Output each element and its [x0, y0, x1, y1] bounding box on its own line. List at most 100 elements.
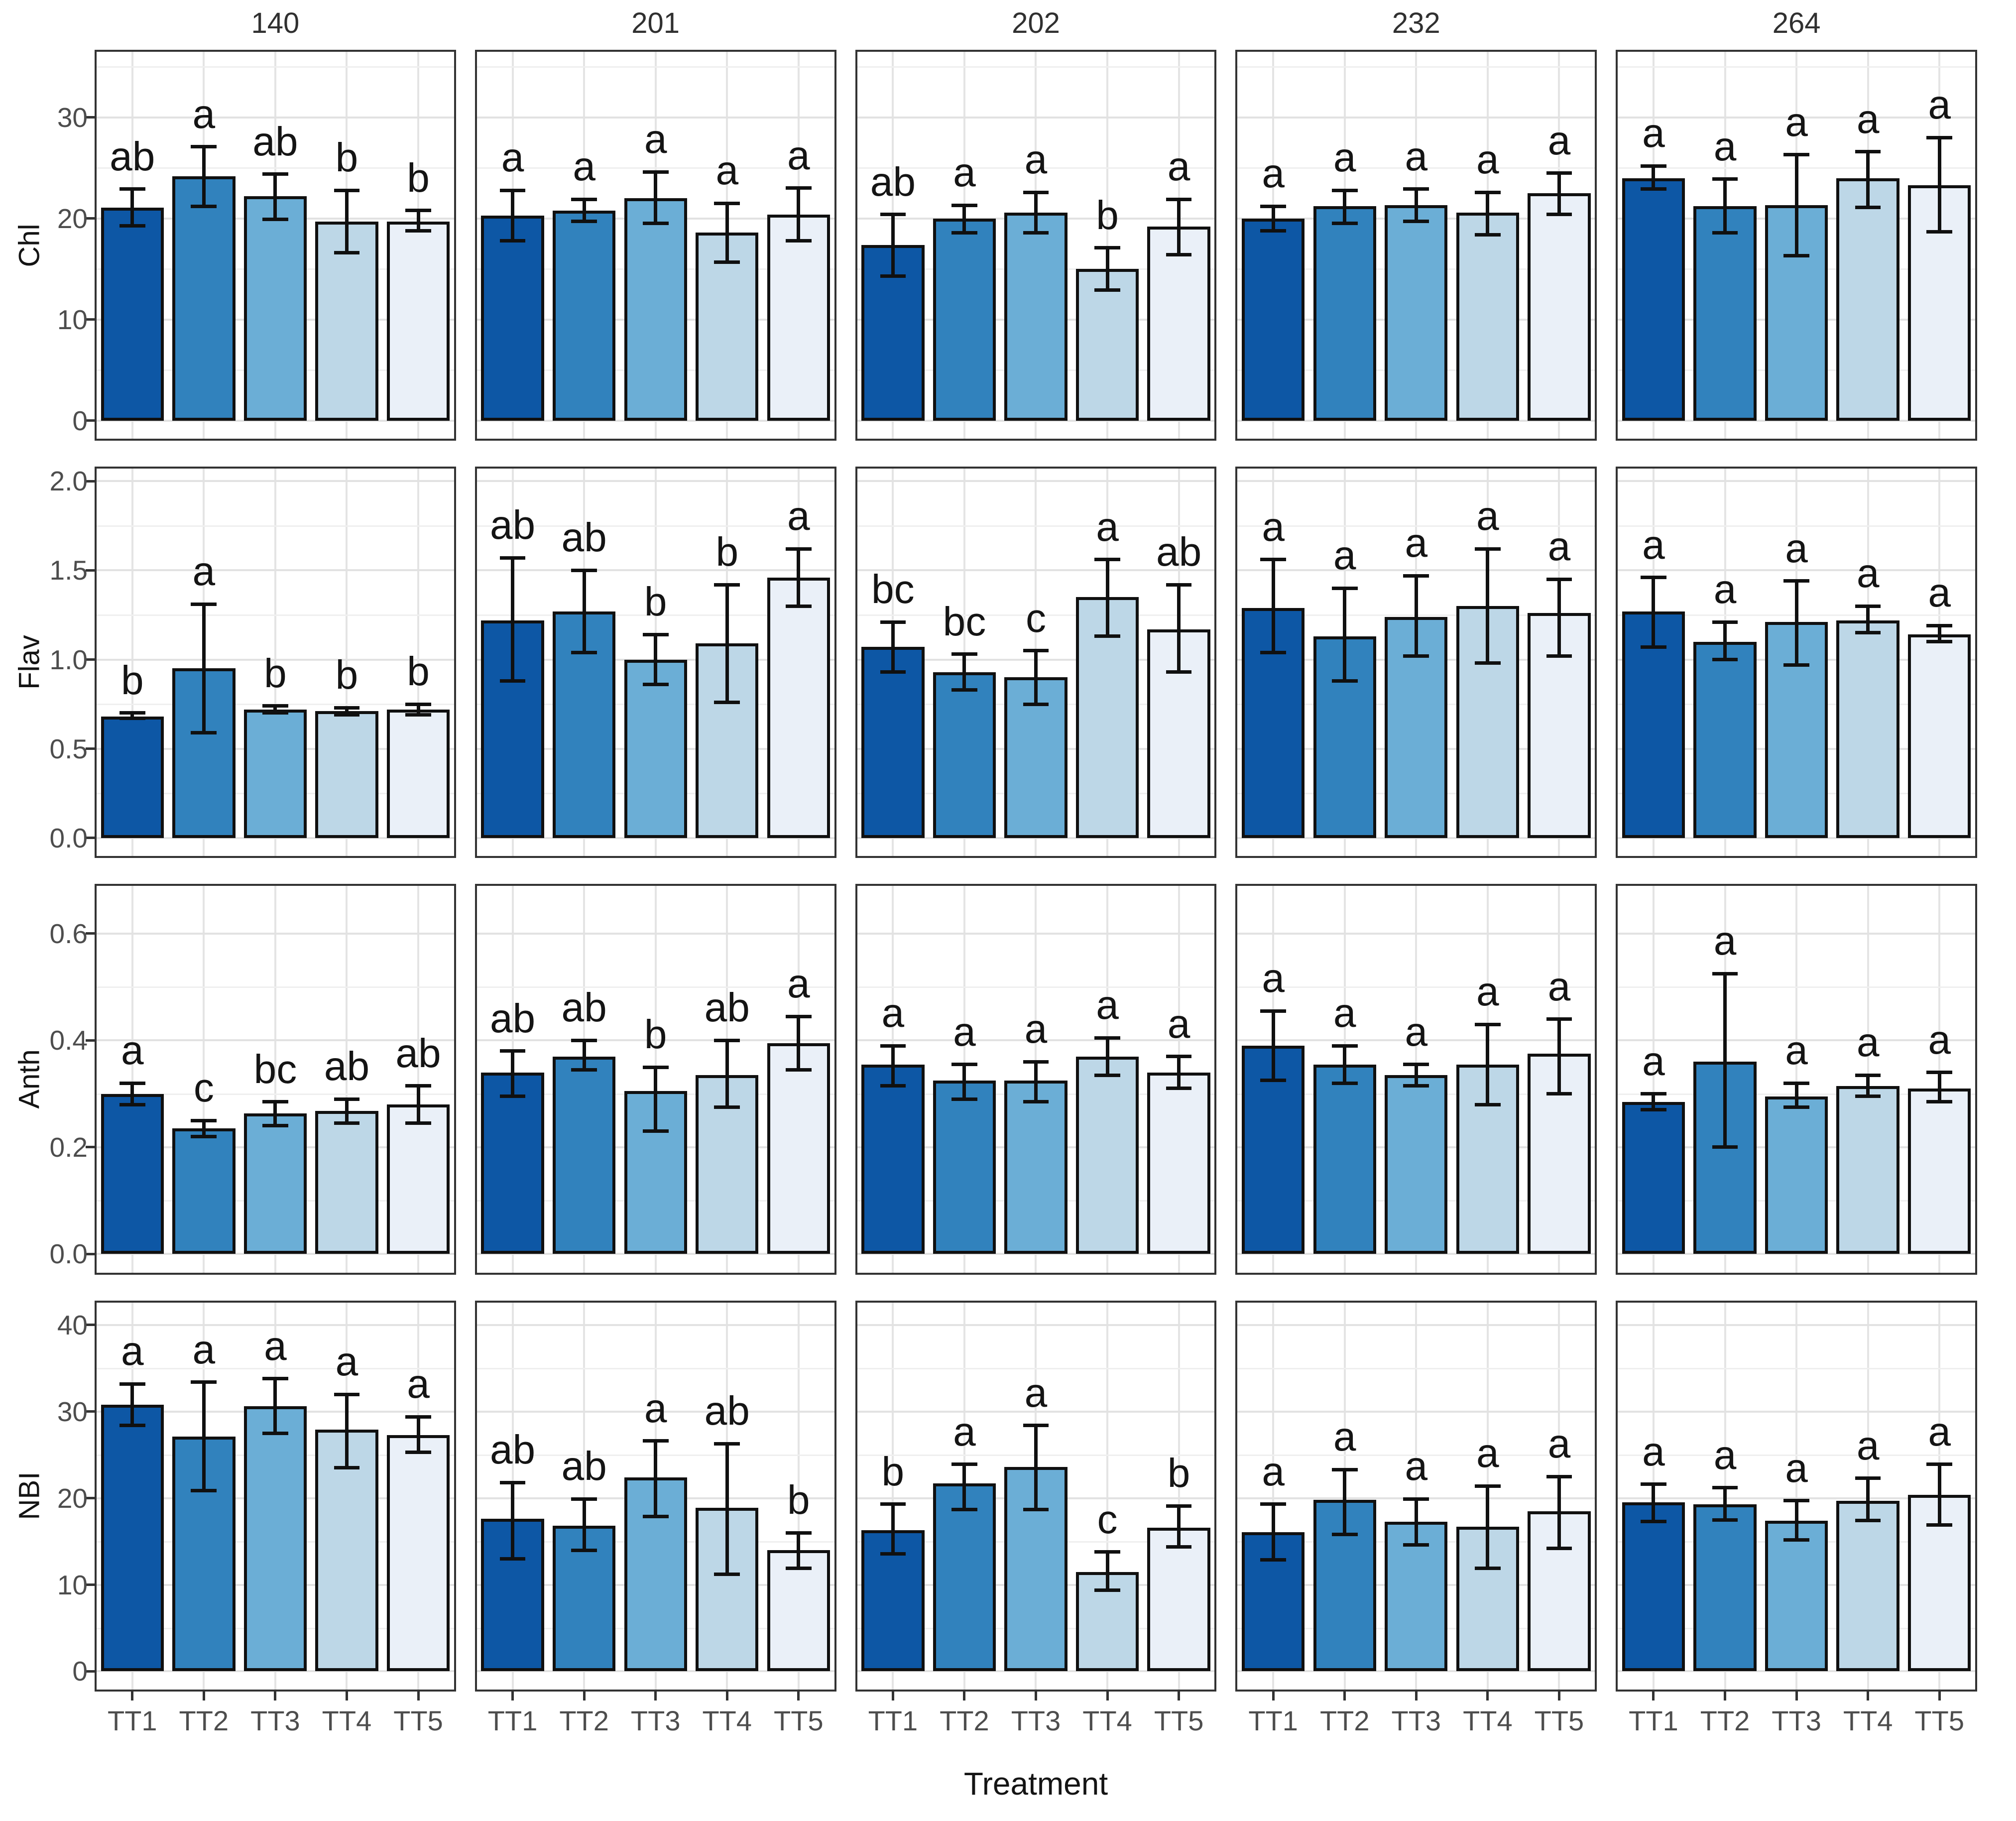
significance-letter: ab — [252, 119, 298, 164]
significance-letter: c — [193, 1065, 214, 1111]
bar-TT5 — [386, 1435, 450, 1672]
error-bar-cap — [1403, 1063, 1429, 1067]
y-tick-mark — [86, 1039, 95, 1042]
error-bar-stem — [1937, 1464, 1941, 1525]
error-bar-cap — [499, 188, 526, 192]
bar-TT3 — [243, 1406, 307, 1672]
significance-letter: a — [1262, 151, 1285, 197]
panel-NBI-264: a a a a a TT1 TT2 TT3 TT4 TT5 — [1616, 1300, 1977, 1736]
y-tick-mark — [86, 569, 95, 572]
error-bar-cap — [1166, 253, 1192, 257]
significance-letter: a — [1928, 570, 1951, 616]
significance-letter: b — [407, 649, 430, 695]
significance-letter: a — [1856, 96, 1880, 142]
gridline-major — [476, 837, 834, 839]
error-bar-cap — [1926, 1071, 1953, 1075]
significance-letter: a — [1713, 1432, 1737, 1478]
gridline-major — [1237, 480, 1595, 483]
x-tick-label: TT4 — [702, 1705, 752, 1736]
x-tick-mark — [1106, 1692, 1109, 1700]
error-bar-cap — [1475, 233, 1501, 237]
plot-area: ab a ab b b 0 10 20 30 Chl a a a a a ab a a b a a a a a a a a a a a b a… — [13, 50, 1977, 1736]
error-bar-stem — [1723, 179, 1727, 233]
bar-TT1 — [481, 1072, 544, 1254]
error-bar-cap — [571, 197, 597, 201]
significance-letter: ab — [704, 1388, 750, 1434]
error-bar-cap — [1546, 1474, 1572, 1478]
gridline-major — [97, 1039, 454, 1042]
significance-letter: a — [501, 135, 524, 181]
bar-TT1 — [101, 207, 164, 421]
error-bar-stem — [202, 1120, 206, 1137]
error-bar-cap — [191, 1134, 217, 1138]
error-bar-cap — [1094, 634, 1120, 638]
error-bar-stem — [891, 1504, 895, 1554]
significance-letter: a — [1547, 964, 1571, 1009]
gridline-minor — [857, 525, 1215, 527]
error-bar-stem — [1723, 1487, 1727, 1520]
error-bar-stem — [416, 210, 420, 231]
significance-letter: a — [1476, 1431, 1499, 1476]
bar-TT5 — [1147, 227, 1210, 421]
bar-TT1 — [861, 647, 925, 838]
gridline-major — [97, 116, 454, 119]
error-bar-cap — [119, 1382, 145, 1386]
bar-TT2 — [1313, 206, 1376, 421]
y-tick-mark — [86, 658, 95, 661]
significance-letter: a — [1405, 520, 1428, 566]
error-bar-cap — [1641, 1520, 1666, 1524]
x-tick-mark — [511, 1692, 514, 1700]
gridline-major — [1618, 1253, 1975, 1255]
y-tick-label: 20 — [57, 1482, 88, 1514]
error-bar-cap — [1260, 204, 1286, 208]
error-bar-stem — [1652, 166, 1656, 189]
bar-TT5 — [1528, 193, 1591, 421]
error-bar-stem — [130, 189, 134, 226]
error-bar-cap — [1712, 177, 1738, 181]
gridline-major — [97, 569, 454, 572]
significance-letter: a — [1713, 918, 1737, 964]
error-bar-stem — [1557, 173, 1561, 215]
error-bar-cap — [1783, 579, 1809, 583]
bar-TT2 — [933, 1483, 996, 1672]
error-bar-cap — [1783, 1105, 1809, 1109]
x-tick-mark — [1938, 1692, 1941, 1700]
error-bar-cap — [1475, 661, 1501, 665]
error-bar-stem — [1652, 1093, 1656, 1110]
x-tick-mark — [1034, 1692, 1037, 1700]
x-tick-label: TT3 — [1391, 1705, 1441, 1736]
error-bar-cap — [1546, 1092, 1572, 1096]
bar-TT3 — [243, 196, 307, 421]
panel-Anth-140: a c bc ab ab 0.0 0.2 0.4 0.6 Anth — [13, 883, 456, 1275]
error-bar-cap — [1712, 971, 1738, 975]
bar-TT1 — [101, 1404, 164, 1672]
error-bar-cap — [1926, 1100, 1953, 1104]
significance-letter: ab — [489, 995, 536, 1041]
significance-letter: a — [1167, 1001, 1190, 1047]
x-tick-mark — [202, 1692, 205, 1700]
error-bar-cap — [405, 1121, 431, 1125]
error-bar-cap — [1546, 171, 1572, 175]
error-bar-stem — [345, 708, 349, 715]
facet-row-label-NBI: NBI — [13, 1472, 46, 1520]
bar-TT2 — [552, 210, 616, 421]
significance-letter: a — [1405, 1444, 1428, 1489]
error-bar-cap — [1641, 576, 1666, 580]
gridline-vertical — [131, 469, 133, 856]
bar-TT5 — [1908, 1088, 1971, 1254]
error-bar-stem — [202, 604, 206, 733]
gridline-vertical — [1795, 1302, 1798, 1690]
x-tick-mark — [274, 1692, 277, 1700]
gridline-minor — [857, 614, 1215, 616]
significance-letter: a — [1785, 1028, 1808, 1074]
significance-letter: a — [953, 1009, 976, 1055]
error-bar-stem — [1271, 206, 1275, 231]
bar-TT2 — [933, 1080, 996, 1254]
error-bar-stem — [654, 634, 658, 685]
error-bar-stem — [725, 1444, 729, 1575]
x-tick-label: TT5 — [1534, 1705, 1584, 1736]
bar-TT4 — [315, 1110, 378, 1254]
error-bar-cap — [1783, 1081, 1809, 1085]
y-tick-label: 0.4 — [49, 1025, 88, 1056]
error-bar-cap — [499, 1480, 526, 1484]
